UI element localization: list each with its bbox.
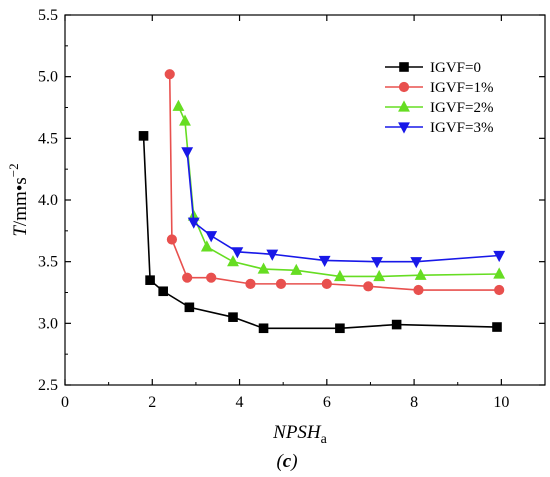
x-axis-subscript: a: [321, 432, 328, 447]
legend-label: IGVF=0: [430, 60, 481, 76]
data-point: [333, 269, 346, 282]
y-tick-label: 5.0: [38, 69, 58, 86]
data-point: [266, 249, 279, 261]
legend-label: IGVF=1%: [430, 80, 493, 96]
y-axis-unit: /mm•s: [10, 177, 31, 226]
data-point: [413, 284, 424, 296]
data-point: [257, 262, 270, 274]
x-tick-label: 0: [61, 394, 69, 411]
series-line: [186, 151, 500, 263]
x-tick-label: 8: [410, 394, 418, 411]
legend-entry: IGVF=1%: [385, 80, 493, 96]
data-point: [231, 247, 244, 259]
data-point: [145, 275, 155, 285]
legend-marker: [398, 122, 410, 134]
data-point: [164, 69, 175, 80]
data-point: [166, 234, 178, 245]
panel-close-paren: ): [290, 451, 297, 472]
data-point: [181, 147, 194, 159]
legend-entry: IGVF=3%: [385, 120, 493, 136]
data-point: [335, 323, 345, 334]
panel-letter: c: [283, 451, 292, 472]
data-point: [258, 323, 269, 334]
series-4: [181, 147, 506, 269]
data-point: [493, 267, 506, 279]
series-layer: [138, 69, 506, 334]
legend-marker: [398, 81, 410, 93]
series-2: [164, 69, 505, 296]
panel-label: (c): [276, 451, 297, 472]
data-point: [391, 319, 402, 330]
series-1: [138, 131, 502, 334]
data-point: [493, 250, 506, 263]
data-point: [158, 286, 168, 297]
legend-marker: [398, 100, 410, 112]
data-point: [275, 278, 287, 289]
y-tick-label: 5.5: [38, 7, 58, 24]
y-axis-title: T/mm•s−2: [6, 163, 31, 236]
data-point: [182, 272, 193, 283]
y-axis-symbol: T: [10, 225, 31, 237]
data-point: [321, 278, 332, 289]
data-point: [410, 257, 423, 269]
data-point: [318, 255, 331, 267]
legend-entry: IGVF=2%: [385, 100, 493, 116]
data-point: [494, 284, 505, 296]
data-point: [245, 278, 256, 289]
data-point: [228, 312, 238, 322]
legend-marker: [399, 62, 409, 72]
x-tick-label: 10: [493, 394, 509, 411]
data-point: [187, 217, 200, 229]
data-point: [184, 302, 195, 313]
data-point: [200, 240, 213, 252]
y-tick-label: 2.5: [38, 377, 58, 394]
x-tick-label: 6: [323, 394, 331, 411]
panel-open-paren: (: [276, 451, 284, 472]
legend-label: IGVF=3%: [430, 120, 493, 136]
data-point: [290, 263, 303, 275]
data-point: [138, 131, 149, 141]
data-point: [179, 114, 191, 126]
y-tick-label: 4.5: [38, 130, 58, 147]
data-point: [492, 322, 502, 332]
data-point: [414, 268, 427, 280]
legend-entry: IGVF=0: [385, 60, 481, 76]
data-point: [205, 231, 218, 243]
data-point: [206, 272, 217, 283]
x-axis-title: NPSHa: [272, 422, 328, 447]
y-tick-label: 3.5: [38, 254, 58, 271]
legend: IGVF=0 IGVF=1% IGVF=2% IGVF=3%: [385, 60, 493, 136]
data-point: [227, 255, 239, 267]
x-tick-label: 4: [236, 394, 244, 411]
plot-area: 0 2 4 6 8 10 2.5 3.0 3.5 4.0 4.5 5.0 5.5: [38, 7, 546, 411]
x-tick-label: 2: [148, 394, 156, 411]
data-point: [363, 281, 374, 292]
axis-ticks: 0 2 4 6 8 10 2.5 3.0 3.5 4.0 4.5 5.0 5.5: [38, 7, 545, 411]
y-tick-label: 4.0: [38, 192, 58, 209]
legend-label: IGVF=2%: [430, 100, 493, 116]
y-tick-label: 3.0: [38, 315, 58, 332]
data-point: [371, 257, 383, 269]
series-line: [142, 135, 498, 330]
x-axis-symbol: NPSH: [272, 422, 322, 443]
data-point: [373, 269, 386, 282]
series-line: [168, 74, 500, 291]
data-point: [172, 99, 185, 111]
y-axis-exponent: −2: [6, 163, 21, 177]
